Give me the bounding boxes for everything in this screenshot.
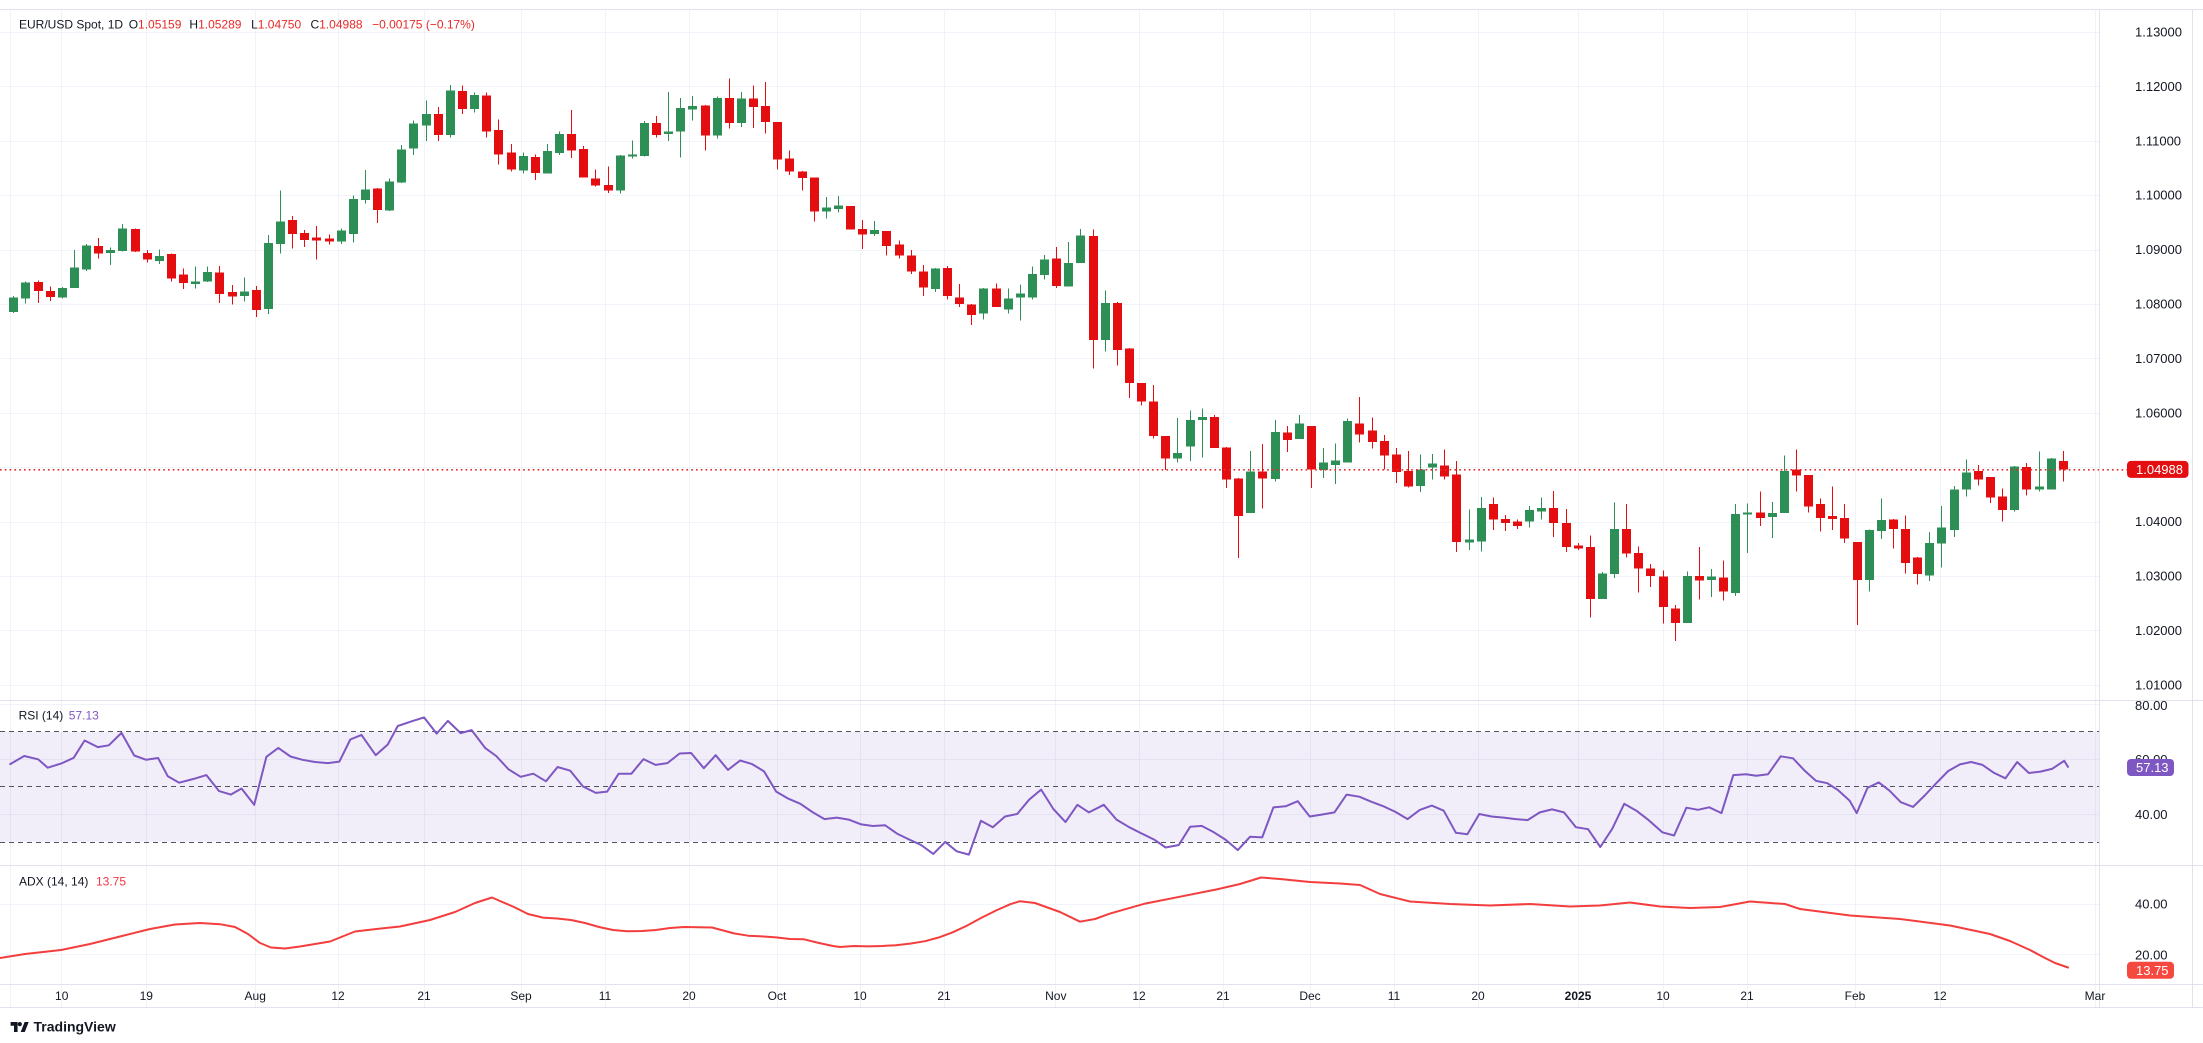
svg-text:57.13: 57.13 [2136, 760, 2169, 775]
svg-text:Aug: Aug [245, 989, 266, 1003]
svg-text:21: 21 [1216, 989, 1230, 1003]
svg-text:40.00: 40.00 [2135, 896, 2168, 911]
svg-text:12: 12 [1132, 989, 1146, 1003]
svg-text:ADX (14, 14): ADX (14, 14) [19, 875, 88, 889]
svg-text:1.13000: 1.13000 [2135, 25, 2182, 40]
svg-text:21: 21 [417, 989, 431, 1003]
svg-text:H1.05289: H1.05289 [189, 18, 241, 32]
svg-text:1.06000: 1.06000 [2135, 405, 2182, 420]
svg-text:1.02000: 1.02000 [2135, 623, 2182, 638]
svg-text:13.75: 13.75 [2136, 963, 2169, 978]
svg-text:11: 11 [599, 989, 612, 1003]
svg-text:Dec: Dec [1299, 989, 1320, 1003]
svg-text:O1.05159: O1.05159 [129, 18, 182, 32]
svg-text:Sep: Sep [510, 989, 532, 1003]
svg-text:21: 21 [937, 989, 951, 1003]
svg-text:21: 21 [1740, 989, 1754, 1003]
svg-text:1.07000: 1.07000 [2135, 351, 2182, 366]
svg-text:1.11000: 1.11000 [2135, 133, 2181, 148]
svg-text:EUR/USD Spot, 1D: EUR/USD Spot, 1D [19, 18, 123, 32]
svg-text:10: 10 [55, 989, 69, 1003]
svg-text:57.13: 57.13 [69, 709, 99, 723]
svg-text:1.01000: 1.01000 [2135, 677, 2182, 692]
svg-text:1.12000: 1.12000 [2135, 79, 2182, 94]
svg-text:80.00: 80.00 [2135, 698, 2168, 713]
svg-text:12: 12 [331, 989, 345, 1003]
svg-text:20: 20 [682, 989, 696, 1003]
svg-text:1.04000: 1.04000 [2135, 514, 2182, 529]
svg-text:L1.04750: L1.04750 [251, 18, 301, 32]
svg-text:Nov: Nov [1045, 989, 1066, 1003]
svg-text:19: 19 [140, 989, 154, 1003]
svg-text:1.09000: 1.09000 [2135, 242, 2182, 257]
svg-text:40.00: 40.00 [2135, 807, 2168, 822]
svg-text:10: 10 [853, 989, 867, 1003]
svg-text:1.03000: 1.03000 [2135, 569, 2182, 584]
svg-text:20: 20 [1471, 989, 1485, 1003]
svg-text:Mar: Mar [2085, 989, 2106, 1003]
svg-text:Feb: Feb [1845, 989, 1866, 1003]
svg-text:13.75: 13.75 [96, 875, 126, 889]
svg-text:11: 11 [1388, 989, 1401, 1003]
svg-text:2025: 2025 [1565, 989, 1592, 1003]
svg-text:20.00: 20.00 [2135, 947, 2168, 962]
svg-text:10: 10 [1656, 989, 1670, 1003]
svg-text:TradingView: TradingView [34, 1018, 116, 1034]
svg-text:C1.04988: C1.04988 [311, 18, 363, 32]
svg-text:12: 12 [1933, 989, 1947, 1003]
svg-text:1.10000: 1.10000 [2135, 188, 2182, 203]
svg-text:1.04988: 1.04988 [2136, 462, 2183, 477]
svg-text:1.08000: 1.08000 [2135, 297, 2182, 312]
svg-text:Oct: Oct [768, 989, 787, 1003]
svg-text:−0.00175 (−0.17%): −0.00175 (−0.17%) [372, 18, 475, 32]
svg-text:RSI (14): RSI (14) [19, 709, 64, 723]
